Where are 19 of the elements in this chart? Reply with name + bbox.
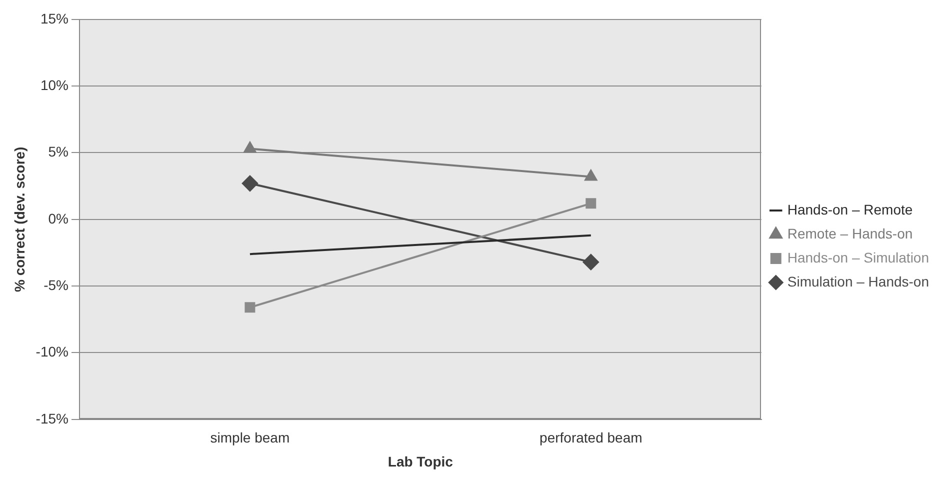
y-tick-label: -10%	[36, 344, 68, 360]
y-tick-label: 10%	[40, 76, 68, 93]
legend-label: Hands-on – Remote	[787, 201, 913, 218]
point	[242, 175, 258, 192]
y-axis-title: % correct (dev. score)	[11, 146, 28, 292]
point	[586, 198, 596, 209]
y-tick-label: 15%	[40, 10, 68, 26]
y-tick-label: 0%	[48, 210, 68, 226]
y-tick-label: -15%	[36, 410, 68, 426]
x-tick-label: perforated beam	[540, 430, 642, 446]
legend-label: Hands-on – Simulation	[787, 249, 930, 266]
x-axis-title: Lab Topic	[388, 453, 454, 470]
legend-label: Simulation – Hands-on	[787, 273, 930, 290]
y-tick-label: 5%	[48, 144, 68, 160]
x-tick-label: simple beam	[210, 430, 290, 446]
point	[582, 254, 599, 270]
legend-label: Remote – Hands-on	[787, 225, 913, 242]
point	[244, 302, 256, 313]
y-tick-label: -5%	[44, 276, 68, 293]
